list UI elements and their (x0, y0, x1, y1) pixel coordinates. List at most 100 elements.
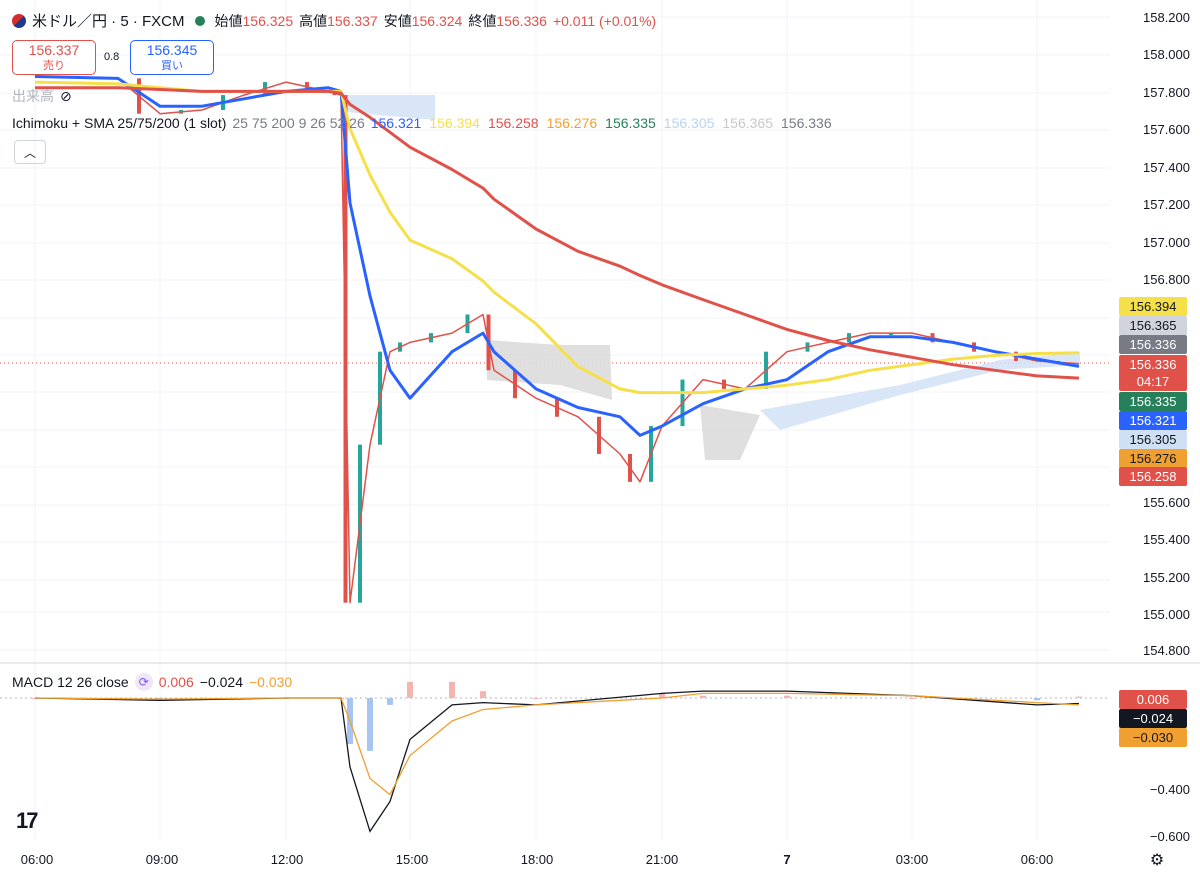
macd-bar-8 (449, 681, 455, 698)
price-axis-label: 157.000 (1143, 235, 1190, 250)
price-axis-label: 158.200 (1143, 10, 1190, 25)
price-axis-label: 155.600 (1143, 495, 1190, 510)
sell-label: 売り (43, 60, 65, 72)
ichimoku-values: 156.321 156.394 156.258 156.276 156.335 156.3… (371, 115, 832, 131)
ichimoku-cloud (345, 95, 1080, 460)
macd-tag: 0.006 (1119, 690, 1187, 709)
time-axis-label: 7 (783, 852, 791, 867)
macd-value-2: −0.030 (248, 674, 293, 690)
close-value: 156.336 (496, 12, 547, 29)
visibility-off-icon[interactable]: ⊘ (60, 87, 72, 104)
macd-bar-9 (480, 691, 486, 698)
time-axis-label: 06:00 (20, 852, 54, 867)
price-tag: 156.365 (1119, 316, 1187, 335)
cloud-bearish-2 (700, 405, 760, 460)
macd-bar-15 (1034, 698, 1040, 701)
cloud-bearish (487, 340, 612, 400)
macd-values: 0.006 −0.024 −0.030 (159, 674, 292, 690)
ichimoku-value-7: 156.336 (781, 115, 832, 131)
ichimoku-legend: Ichimoku + SMA 25/75/200 (1 slot) 25 75 … (12, 115, 832, 131)
ichimoku-label[interactable]: Ichimoku + SMA 25/75/200 (1 slot) (12, 115, 227, 131)
ichimoku-value-5: 156.305 (663, 115, 715, 131)
change-value: +0.011 (+0.01%) (552, 12, 657, 29)
price-axis-label: 155.200 (1143, 570, 1190, 585)
price-tag: 156.335 (1119, 392, 1187, 411)
time-axis-label: 09:00 (145, 852, 179, 867)
macd-axis-label: −0.600 (1149, 829, 1190, 844)
spread-value: 0.8 (104, 51, 120, 63)
indicator-lines (34, 75, 1080, 604)
ichimoku-value-3: 156.276 (546, 115, 598, 131)
macd-bar-5 (367, 698, 373, 751)
time-axis-label: 03:00 (895, 852, 929, 867)
macd-tag: −0.024 (1119, 709, 1187, 728)
price-line (34, 75, 1080, 604)
ichimoku-value-0: 156.321 (370, 115, 422, 131)
macd-axis-label: −0.400 (1149, 782, 1190, 797)
macd-bar-7 (407, 681, 413, 698)
high-value: 156.337 (327, 12, 378, 29)
symbol-title[interactable]: 米ドル／円 · 5 · FXCM (32, 13, 185, 30)
price-axis-label: 155.400 (1143, 532, 1190, 547)
volume-label[interactable]: 出来高 (12, 88, 54, 104)
macd-bar-11 (659, 693, 665, 698)
buy-price: 156.345 (146, 42, 198, 58)
time-axis-label: 06:00 (1020, 852, 1054, 867)
us-jp-flag-icon (12, 13, 26, 28)
buy-label: 買い (161, 60, 183, 72)
time-axis-label: 12:00 (270, 852, 304, 867)
price-tag: 156.305 (1119, 430, 1187, 449)
macd-pane (32, 681, 1082, 833)
price-axis-label: 154.800 (1143, 643, 1190, 658)
price-axis-label: 157.200 (1143, 197, 1190, 212)
time-axis-label: 21:00 (645, 852, 679, 867)
ichimoku-value-2: 156.258 (487, 115, 539, 131)
open-value: 156.325 (242, 12, 294, 29)
close-label: 終値 (468, 12, 497, 29)
refresh-icon[interactable]: ⟳ (134, 673, 153, 691)
low-value: 156.324 (411, 12, 463, 29)
price-axis-label: 157.800 (1143, 85, 1190, 100)
price-axis-label: 156.800 (1143, 272, 1190, 287)
price-tag: 156.321 (1119, 411, 1187, 430)
gear-icon[interactable]: ⚙ (1149, 852, 1165, 869)
buy-button[interactable]: 156.345 買い (130, 40, 214, 75)
chevron-up-icon[interactable]: ︿ (14, 140, 46, 164)
price-tag: 156.276 (1119, 449, 1187, 468)
bar-countdown-tag: 04:17 (1119, 372, 1187, 391)
candle-25 (889, 333, 893, 336)
price-tag: 156.336 (1119, 355, 1187, 374)
macd-legend: MACD 12 26 close ⟳ 0.006 −0.024 −0.030 (12, 673, 292, 691)
ichimoku-value-4: 156.335 (605, 115, 656, 131)
price-axis-label: 155.000 (1143, 607, 1190, 622)
price-tag: 156.394 (1119, 297, 1187, 316)
macd-bar-12 (700, 695, 706, 698)
sell-button[interactable]: 156.337 売り (12, 40, 96, 75)
ichimoku-value-1: 156.394 (429, 115, 480, 131)
macd-bar-6 (387, 698, 393, 705)
open-label: 始値 (214, 12, 243, 29)
macd-tag: −0.030 (1119, 728, 1187, 747)
time-axis-label: 18:00 (520, 852, 554, 867)
cloud-bullish (760, 352, 1080, 430)
macd-line-1 (34, 692, 1080, 796)
macd-bar-10 (533, 698, 539, 699)
high-label: 高値 (299, 12, 328, 29)
cloud-upper (345, 95, 435, 120)
macd-value-1: −0.024 (199, 674, 243, 690)
sma-line-3 (35, 86, 1080, 380)
macd-bar-13 (784, 695, 790, 698)
symbol-legend: 米ドル／円 · 5 · FXCM 始値 156.325 高値 156.337 安値 1… (12, 10, 656, 31)
macd-line-0 (34, 690, 1080, 833)
low-label: 安値 (383, 12, 412, 29)
ichimoku-params: 25 75 200 9 26 52 26 (232, 115, 365, 131)
macd-label[interactable]: MACD 12 26 close (12, 674, 129, 690)
time-axis-label: 15:00 (395, 852, 429, 867)
ichimoku-value-6: 156.365 (722, 115, 773, 131)
price-axis-label: 157.600 (1143, 122, 1190, 137)
tradingview-logo-icon[interactable]: 17 (16, 808, 39, 833)
volume-legend: 出来高 ⊘ (12, 86, 72, 106)
price-axis-label: 158.000 (1143, 47, 1190, 62)
macd-bar-16 (1076, 696, 1082, 698)
